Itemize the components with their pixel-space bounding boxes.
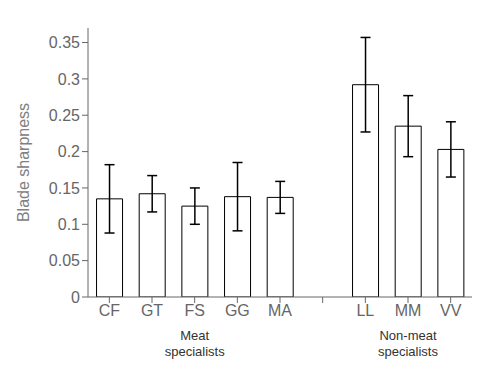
svg-text:0.25: 0.25 [49,107,80,124]
svg-text:0.35: 0.35 [49,34,80,51]
svg-text:0.1: 0.1 [58,216,80,233]
svg-text:0.05: 0.05 [49,252,80,269]
svg-text:0.2: 0.2 [58,143,80,160]
svg-text:0.15: 0.15 [49,180,80,197]
svg-text:0.3: 0.3 [58,71,80,88]
svg-text:Meatspecialists: Meatspecialists [165,328,225,359]
svg-text:Blade sharpness: Blade sharpness [15,103,32,222]
svg-text:GT: GT [141,302,163,319]
svg-text:CF: CF [99,302,121,319]
svg-text:VV: VV [440,302,462,319]
svg-text:FS: FS [184,302,204,319]
svg-text:Non-meatspecialists: Non-meatspecialists [378,328,438,359]
svg-text:LL: LL [356,302,374,319]
svg-text:GG: GG [225,302,250,319]
svg-text:MM: MM [395,302,422,319]
svg-text:MA: MA [268,302,292,319]
svg-text:0: 0 [71,289,80,306]
